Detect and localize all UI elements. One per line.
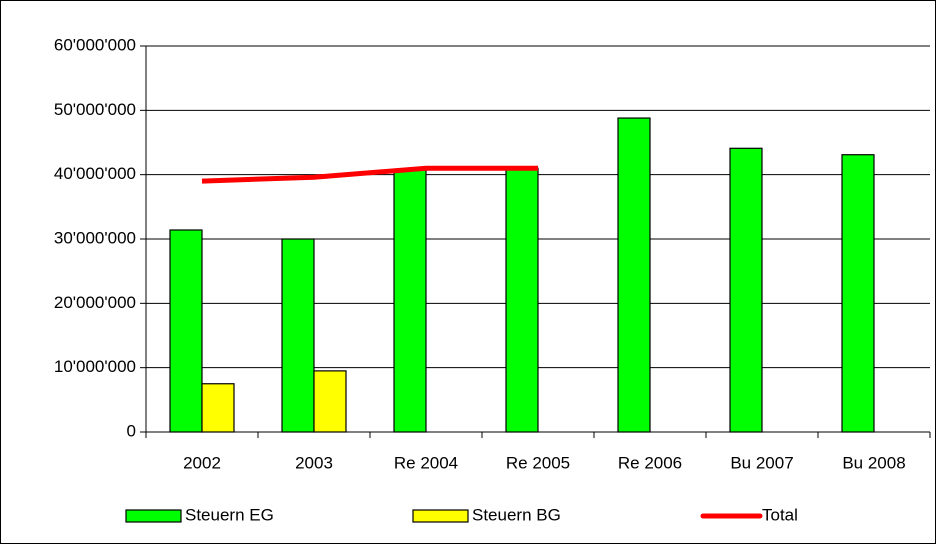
x-tick-label: Re 2004 bbox=[394, 453, 458, 472]
line bbox=[201, 165, 538, 184]
bar bbox=[505, 167, 539, 433]
bar bbox=[169, 229, 203, 433]
bar bbox=[201, 383, 235, 433]
legend-label: Total bbox=[762, 505, 798, 524]
legend-label: Steuern BG bbox=[472, 505, 561, 524]
legend-swatch bbox=[125, 509, 182, 523]
y-tick-label: 50'000'000 bbox=[54, 100, 136, 119]
y-tick-label: 30'000'000 bbox=[54, 228, 136, 247]
legend-label: Steuern EG bbox=[185, 505, 274, 524]
x-tick-label: 2002 bbox=[183, 453, 221, 472]
y-tick-label: 0 bbox=[127, 421, 136, 440]
x-tick-label: Re 2005 bbox=[506, 453, 570, 472]
x-tick-label: 2003 bbox=[295, 453, 333, 472]
y-tick-label: 60'000'000 bbox=[54, 35, 136, 54]
bar bbox=[729, 147, 763, 433]
bar bbox=[617, 117, 651, 433]
y-tick-label: 40'000'000 bbox=[54, 164, 136, 183]
x-tick-label: Re 2006 bbox=[618, 453, 682, 472]
x-tick-label: Bu 2007 bbox=[730, 453, 793, 472]
y-tick-label: 10'000'000 bbox=[54, 357, 136, 376]
bar bbox=[313, 370, 347, 433]
bar bbox=[393, 168, 427, 433]
x-tick-label: Bu 2008 bbox=[842, 453, 905, 472]
y-tick-label: 20'000'000 bbox=[54, 293, 136, 312]
bar bbox=[281, 238, 315, 433]
bar bbox=[841, 154, 875, 433]
legend-swatch bbox=[412, 509, 469, 523]
